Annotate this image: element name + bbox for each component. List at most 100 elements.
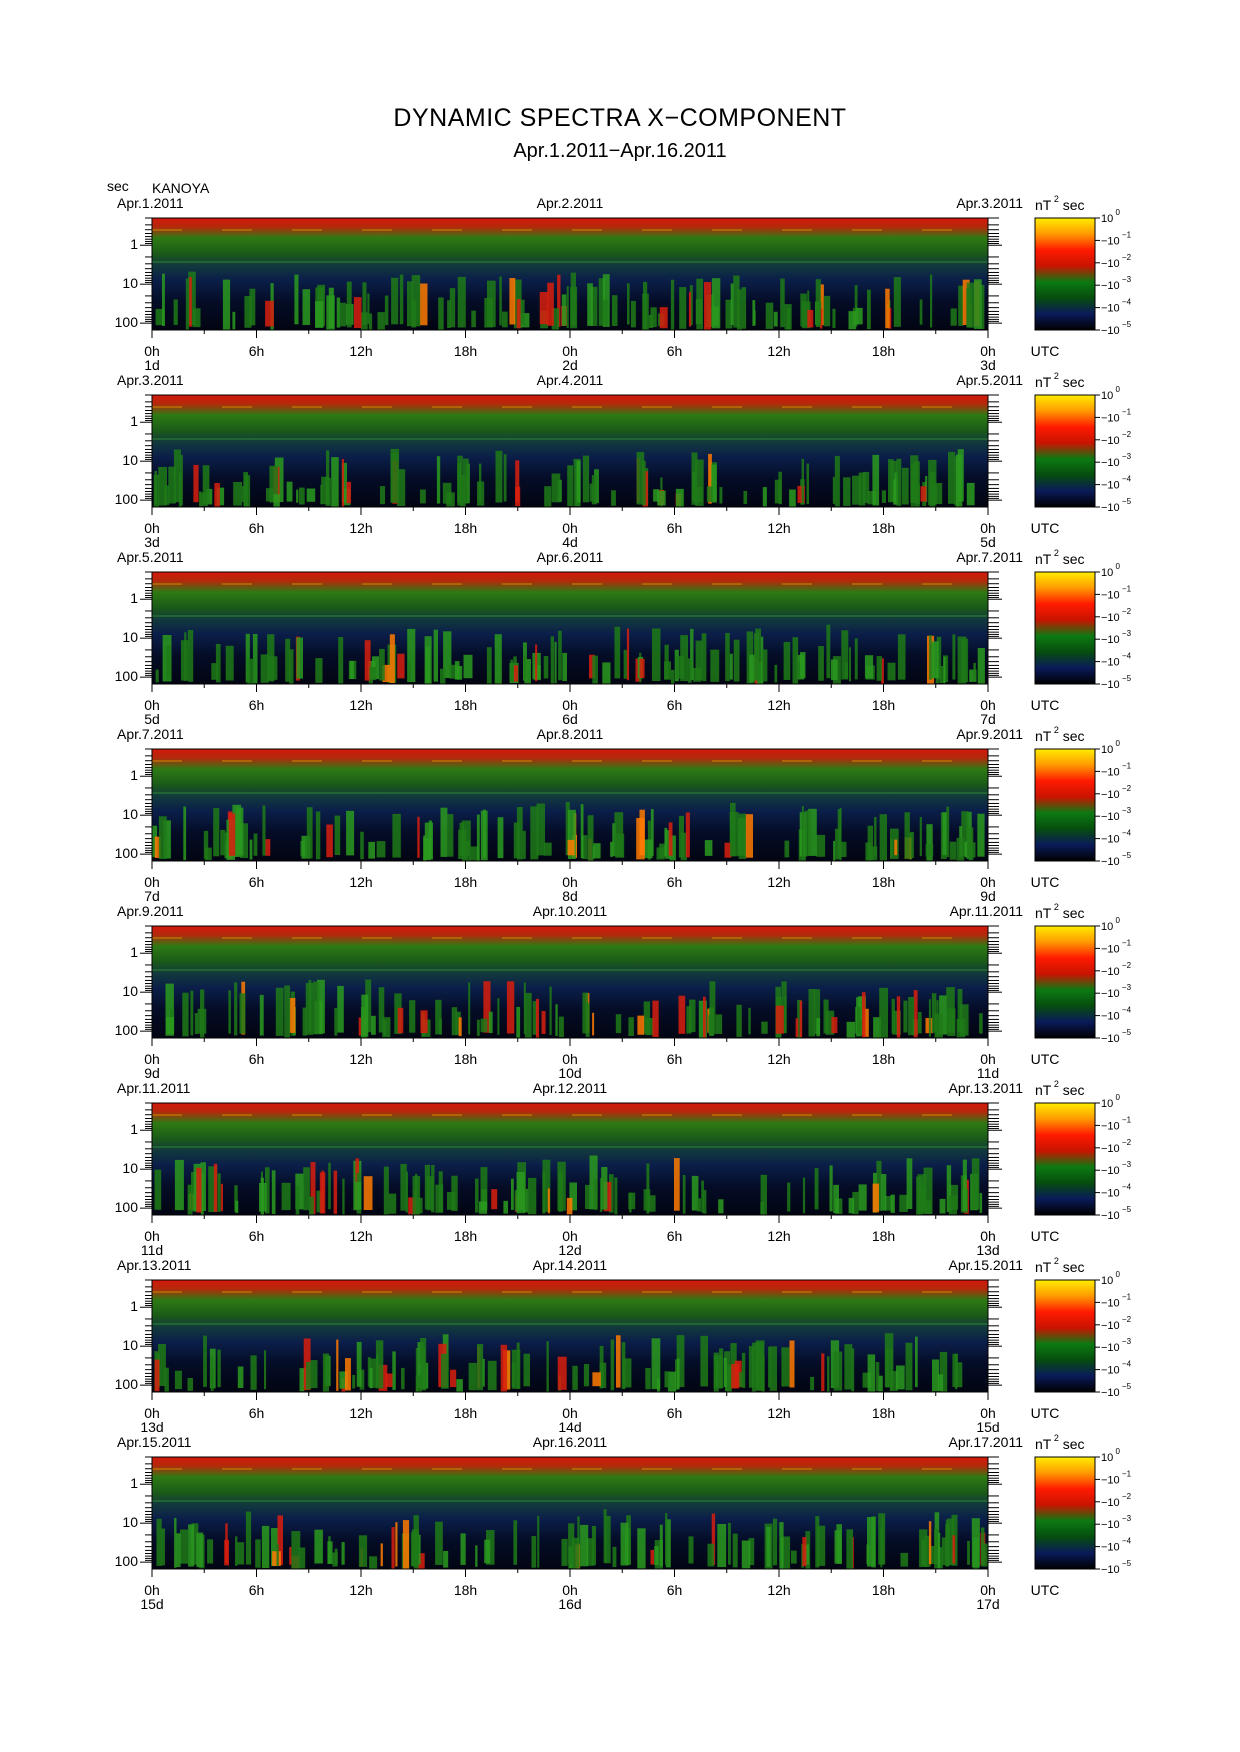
activity-band: [154, 1169, 162, 1210]
activity-band: [194, 1013, 198, 1034]
activity-band: [196, 1532, 204, 1568]
y-tick-label: 10: [122, 1337, 138, 1353]
activity-band: [804, 810, 811, 856]
activity-band: [943, 657, 946, 684]
activity-band: [952, 1535, 956, 1564]
activity-band: [299, 1547, 306, 1569]
activity-band: [360, 831, 364, 860]
activity-band: [826, 624, 831, 679]
colorbar-tick-label: −10 −3: [1101, 629, 1132, 646]
colorbar-tick-label: −10 −2: [1101, 1315, 1132, 1332]
activity-band: [202, 465, 210, 505]
activity-band: [928, 1521, 932, 1565]
colorbar-tick-label: −10 −4: [1101, 1537, 1132, 1554]
activity-band: [719, 487, 723, 504]
activity-band: [835, 828, 841, 860]
colorbar-tick-base: −10: [1101, 1542, 1120, 1554]
colorbar-tick-base: 10: [1101, 390, 1113, 402]
x-tick-label: 0h: [980, 697, 996, 713]
activity-band: [711, 464, 717, 503]
activity-band: [896, 996, 901, 1038]
unit-base: nT: [1035, 1259, 1052, 1275]
activity-band: [808, 989, 816, 1037]
activity-band: [382, 664, 390, 683]
activity-band: [931, 993, 937, 1033]
activity-band: [659, 1524, 663, 1567]
colorbar: [1034, 394, 1096, 508]
y-tick-label: 10: [122, 1514, 138, 1530]
activity-band: [379, 648, 385, 681]
colorbar-tick-label: −10 −1: [1101, 761, 1132, 778]
activity-band: [806, 463, 809, 505]
colorbar-tick-exponent: −1: [1120, 1469, 1132, 1478]
colorbar-tick-label: −10 −3: [1101, 1160, 1132, 1177]
x-tick-label: 12h: [349, 697, 372, 713]
x-tick-label: 6h: [249, 1405, 265, 1421]
x-tick-label: 18h: [872, 697, 895, 713]
activity-band: [691, 452, 698, 505]
activity-band: [749, 654, 755, 683]
activity-band: [409, 1000, 416, 1033]
activity-band: [397, 469, 406, 506]
x-tick-label: 0h: [562, 874, 578, 890]
colorbar-tick-exponent: −5: [1120, 1028, 1132, 1037]
unit-base: nT: [1035, 1436, 1052, 1452]
activity-band: [346, 281, 352, 328]
activity-band: [703, 1189, 707, 1214]
activity-band: [165, 983, 174, 1036]
activity-band: [807, 290, 810, 325]
day-label: 15d: [140, 1596, 163, 1612]
activity-band: [315, 811, 321, 860]
activity-band: [326, 824, 333, 858]
x-tick-label: 0h: [144, 1228, 160, 1244]
activity-band: [967, 1540, 970, 1565]
activity-band: [294, 274, 299, 325]
activity-band: [276, 1544, 279, 1566]
colorbar-tick-base: −10: [1101, 1165, 1120, 1177]
activity-band: [856, 1007, 861, 1034]
activity-band: [346, 481, 351, 504]
activity-band: [166, 645, 171, 679]
activity-band: [797, 661, 803, 679]
activity-band: [939, 995, 948, 1035]
activity-band: [958, 285, 964, 326]
activity-band: [399, 274, 404, 325]
activity-band: [773, 311, 778, 327]
colorbar-tick-exponent: −5: [1120, 1559, 1132, 1568]
activity-band: [334, 1008, 338, 1036]
activity-band: [196, 1167, 202, 1213]
x-tick-label: 12h: [767, 1405, 790, 1421]
panel-mid-date: Apr.14.2011: [533, 1257, 608, 1273]
day-label: 17d: [976, 1596, 999, 1612]
colorbar-tick-base: 10: [1101, 1452, 1113, 1464]
activity-band: [981, 1527, 985, 1566]
panel-end-date: Apr.3.2011: [956, 195, 1023, 211]
activity-band: [506, 981, 515, 1034]
activity-band: [827, 1356, 830, 1392]
activity-band: [561, 294, 567, 326]
colorbar-tick-base: −10: [1101, 856, 1120, 868]
colorbar-tick-label: −10 −3: [1101, 983, 1132, 1000]
activity-band: [678, 995, 686, 1034]
activity-band: [974, 279, 982, 329]
activity-band: [462, 458, 469, 504]
activity-band: [696, 1198, 701, 1212]
activity-band: [352, 1375, 356, 1389]
colorbar-tick-exponent: −3: [1120, 806, 1132, 815]
activity-band: [905, 1342, 913, 1391]
activity-band: [537, 1515, 540, 1568]
activity-band: [591, 1526, 596, 1566]
activity-band: [689, 285, 693, 326]
activity-band: [411, 299, 417, 328]
activity-band: [947, 1008, 956, 1037]
colorbar-unit-label: nT 2 sec: [1035, 1256, 1085, 1275]
x-tick-label: 0h: [144, 520, 160, 536]
activity-band: [524, 659, 531, 684]
x-tick-label: 6h: [667, 1405, 683, 1421]
activity-band: [443, 1551, 449, 1568]
y-tick-label: 100: [115, 1199, 139, 1215]
y-tick-label: 1: [130, 413, 138, 429]
activity-band: [913, 461, 920, 507]
activity-band: [843, 477, 851, 506]
